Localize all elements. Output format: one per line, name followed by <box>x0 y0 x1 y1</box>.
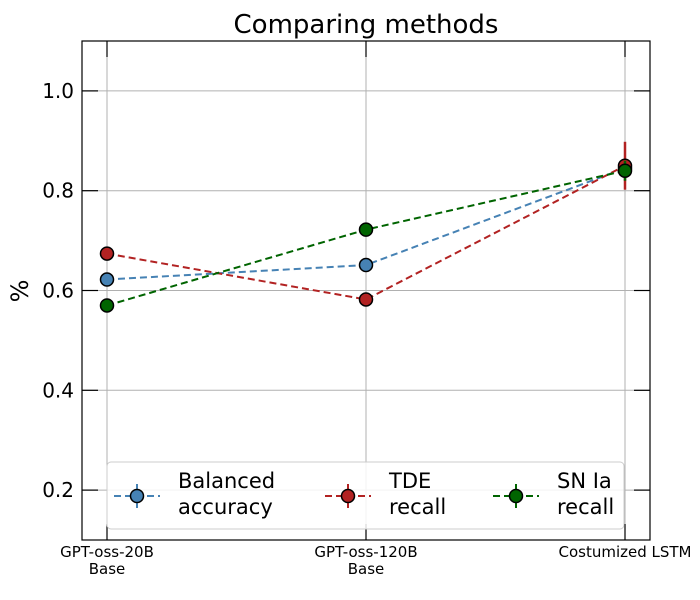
x-tick-label: Costumized LSTM <box>558 543 691 561</box>
legend-label: SN Ia recall <box>557 469 614 519</box>
data-point <box>99 272 115 287</box>
x-tick-label: GPT-oss-120B Base <box>314 543 417 578</box>
legend-item: Balanced accuracy <box>114 469 275 519</box>
y-tick-label: 1.0 <box>42 79 74 103</box>
data-point <box>358 257 374 273</box>
data-point <box>99 298 115 313</box>
legend-label: TDE recall <box>388 469 446 519</box>
legend-label: Balanced accuracy <box>178 469 275 519</box>
series-line <box>106 164 626 301</box>
y-axis-label: % <box>6 280 34 303</box>
legend-item: SN Ia recall <box>493 469 614 519</box>
legend-marker <box>129 488 145 504</box>
series-2 <box>99 160 633 313</box>
legend-marker <box>508 488 524 504</box>
y-tick-label: 0.8 <box>42 179 74 203</box>
y-tick-label: 0.6 <box>42 279 74 303</box>
legend-marker <box>340 488 356 504</box>
data-point <box>358 292 374 307</box>
data-point <box>99 246 115 261</box>
y-tick-label: 0.2 <box>42 478 74 502</box>
data-point <box>358 222 374 237</box>
legend-item: TDE recall <box>325 469 446 519</box>
legend-box <box>106 461 625 530</box>
data-point <box>617 163 633 178</box>
y-tick-label: 0.4 <box>42 378 74 402</box>
chart-title: Comparing methods <box>234 10 499 40</box>
x-tick-label: GPT-oss-20B Base <box>60 543 154 578</box>
